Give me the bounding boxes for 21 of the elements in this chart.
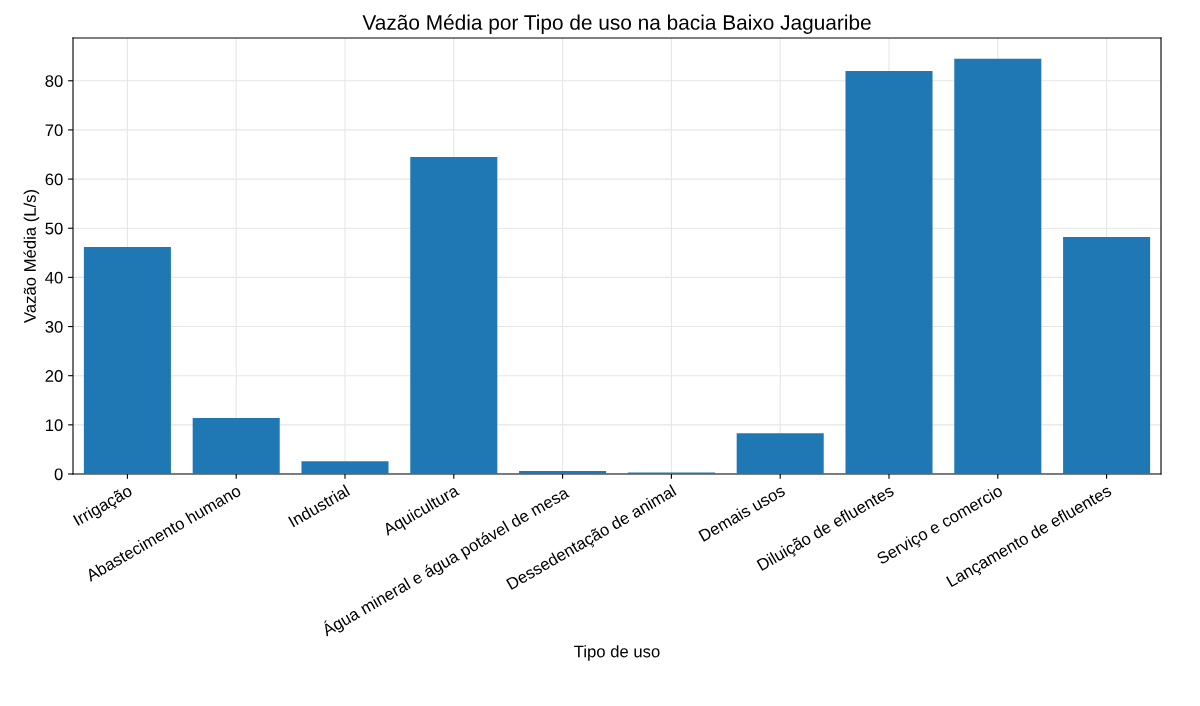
y-axis-title: Vazão Média (L/s) (23, 190, 40, 323)
y-tick-label: 30 (45, 320, 63, 333)
bar (954, 58, 1042, 474)
bar (1063, 237, 1151, 474)
y-tick-label: 50 (45, 222, 63, 235)
y-tick-label: 20 (45, 370, 63, 382)
bar (410, 156, 498, 474)
bar (83, 246, 171, 474)
y-tick-label: 10 (46, 419, 63, 432)
bar (845, 70, 933, 474)
y-tick-label: 80 (45, 75, 63, 87)
x-axis-title: Tipo de uso (574, 645, 660, 661)
bar (736, 433, 824, 474)
y-tick-label: 0 (54, 468, 63, 481)
bar (519, 471, 607, 474)
y-tick-label: 60 (45, 173, 63, 186)
bar (301, 461, 389, 474)
y-tick-label: 40 (45, 271, 63, 284)
bar (192, 417, 280, 474)
chart-title: Vazão Média por Tipo de uso na bacia Baixo Jaguaribe (362, 14, 871, 34)
y-tick-label: 70 (45, 124, 63, 137)
